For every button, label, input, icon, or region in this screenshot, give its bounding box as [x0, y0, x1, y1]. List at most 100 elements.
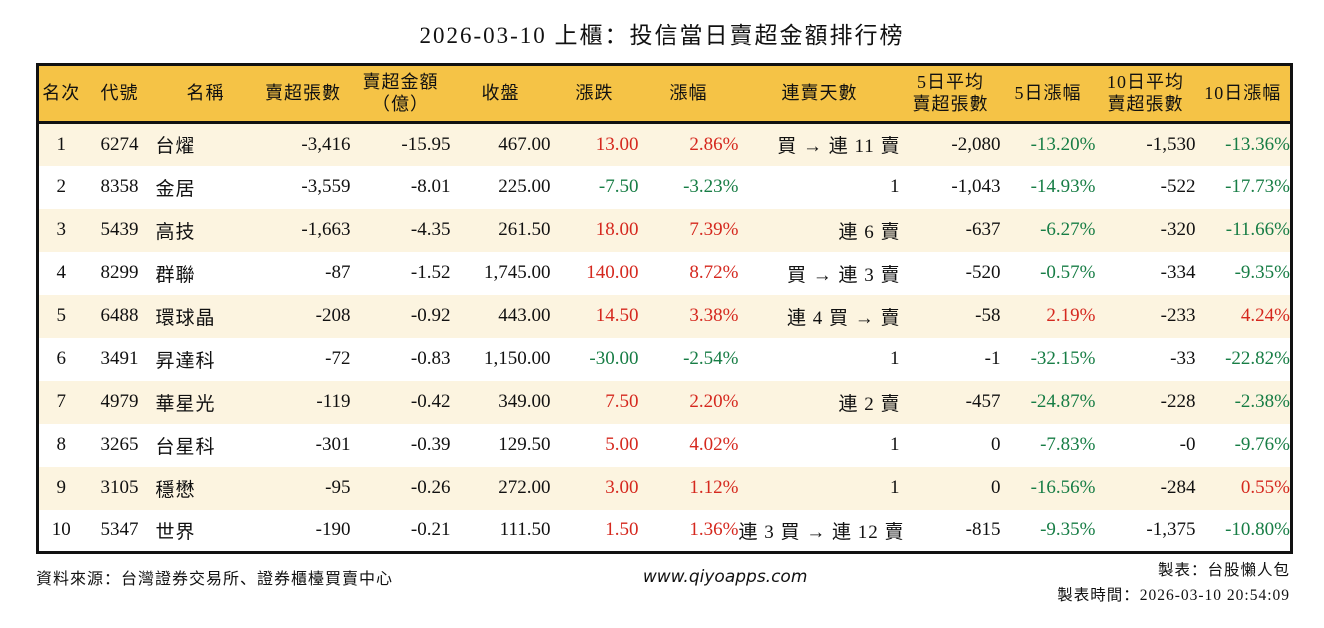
- generated-time-text: 製表時間：2026-03-10 20:54:09: [1057, 587, 1290, 604]
- cell-rank: 6: [56, 348, 67, 369]
- cell-pct10: -17.73%: [1225, 176, 1290, 197]
- cell-code: 5439: [100, 219, 139, 240]
- cell-code: 3265: [100, 434, 139, 455]
- table-row: 2 8358 金居 -3,559 -8.01 225.00 -7.50 -3.23% 1 -1,0…: [37, 165, 1292, 209]
- cell-avg5-shares: -815: [965, 519, 1001, 541]
- cell-avg10-shares: -522: [1160, 176, 1196, 197]
- column-header-net-sell-shares: 賣超張數: [255, 64, 351, 124]
- cell-code: 6488: [100, 305, 139, 326]
- cell-close: 225.00: [498, 176, 551, 197]
- cell-close: 129.50: [498, 434, 551, 455]
- table-row: 10 5347 世界 -190 -0.21 111.50 1.50 1.36% 連 3 買 → …: [37, 509, 1292, 553]
- cell-name: 台燿: [155, 136, 196, 158]
- cell-avg10-shares: -0: [1179, 434, 1196, 455]
- cell-rank: 5: [56, 305, 67, 326]
- cell-pct10: -11.66%: [1225, 219, 1290, 240]
- cell-net-sell-amount: -15.95: [401, 133, 451, 155]
- cell-rank: 10: [51, 519, 71, 541]
- cell-pct10: -9.76%: [1234, 434, 1290, 455]
- cell-change: 7.50: [605, 391, 639, 412]
- cell-net-sell-shares: -301: [315, 434, 351, 455]
- cell-avg5-shares: -637: [965, 219, 1001, 240]
- column-header-net-sell-amount: 賣超金額 （億）: [350, 64, 451, 124]
- cell-close: 467.00: [498, 133, 551, 155]
- cell-pct5: -7.83%: [1040, 434, 1096, 455]
- cell-change-pct: 4.02%: [689, 434, 739, 455]
- cell-pct5: -9.35%: [1040, 519, 1096, 541]
- cell-avg10-shares: -233: [1160, 305, 1196, 326]
- cell-close: 261.50: [498, 219, 551, 240]
- cell-avg5-shares: 0: [991, 477, 1001, 498]
- cell-net-sell-shares: -1,663: [301, 219, 351, 240]
- cell-change: 13.00: [595, 133, 639, 155]
- cell-net-sell-amount: -0.83: [410, 348, 451, 369]
- cell-streak: 連 6 賣: [838, 221, 901, 243]
- ranking-table-body: 1 6274 台燿 -3,416 -15.95 467.00 13.00 2.86% 買 → 連…: [37, 122, 1292, 553]
- cell-rank: 8: [56, 434, 67, 455]
- footer: 資料來源：台灣證券交易所、證券櫃檯買賣中心 www.qiyoapps.com 製…: [36, 558, 1290, 608]
- cell-net-sell-amount: -0.21: [410, 519, 451, 541]
- cell-net-sell-amount: -0.42: [410, 391, 451, 412]
- cell-net-sell-shares: -119: [316, 391, 351, 412]
- cell-pct10: -22.82%: [1225, 348, 1290, 369]
- cell-name: 高技: [155, 221, 196, 243]
- cell-avg5-shares: -1,043: [951, 176, 1001, 197]
- page-title: 2026-03-10 上櫃：投信當日賣超金額排行榜: [419, 23, 905, 48]
- cell-change-pct: 1.36%: [689, 519, 739, 541]
- ranking-table: 名次 代號 名稱 賣超張數 賣超金額 （億） 收盤 漲跌 漲幅 連賣天數 5日平均 賣超張數 5日漲幅 1…: [36, 63, 1293, 554]
- cell-pct5: 2.19%: [1046, 305, 1096, 326]
- column-header-code: 代號: [83, 64, 156, 124]
- column-header-pct5: 5日漲幅: [1000, 64, 1096, 124]
- cell-code: 8358: [100, 176, 139, 197]
- cell-pct10: -13.36%: [1225, 133, 1290, 155]
- cell-code: 5347: [100, 519, 139, 541]
- cell-net-sell-shares: -3,416: [301, 133, 351, 155]
- cell-change: 5.00: [605, 434, 639, 455]
- cell-change-pct: 7.39%: [689, 219, 739, 240]
- cell-code: 3491: [100, 348, 139, 369]
- cell-pct10: 4.24%: [1240, 305, 1290, 326]
- cell-net-sell-shares: -3,559: [301, 176, 351, 197]
- cell-avg10-shares: -228: [1160, 391, 1196, 412]
- cell-avg5-shares: -1: [984, 348, 1001, 369]
- cell-name: 台星科: [155, 436, 216, 458]
- credits-block: 製表：台股懶人包 製表時間：2026-03-10 20:54:09: [1057, 558, 1290, 608]
- column-header-streak: 連賣天數: [738, 64, 901, 124]
- cell-change: 140.00: [586, 262, 639, 283]
- data-source-text: 資料來源：台灣證券交易所、證券櫃檯買賣中心: [36, 571, 394, 588]
- cell-pct10: 0.55%: [1240, 477, 1290, 498]
- cell-change-pct: 2.86%: [689, 133, 739, 155]
- cell-pct10: -9.35%: [1234, 262, 1290, 283]
- cell-net-sell-shares: -95: [325, 477, 351, 498]
- table-row: 3 5439 高技 -1,663 -4.35 261.50 18.00 7.39% 連 6 賣 -…: [37, 208, 1292, 252]
- cell-change-pct: 1.12%: [689, 477, 739, 498]
- cell-streak: 1: [890, 348, 901, 369]
- table-row: 9 3105 穩懋 -95 -0.26 272.00 3.00 1.12% 1 0 -16.56% -…: [37, 466, 1292, 510]
- cell-pct5: -6.27%: [1040, 219, 1096, 240]
- cell-close: 1,150.00: [484, 348, 551, 369]
- table-row: 5 6488 環球晶 -208 -0.92 443.00 14.50 3.38% 連 4 買 →…: [37, 294, 1292, 338]
- cell-rank: 9: [56, 477, 67, 498]
- table-row: 4 8299 群聯 -87 -1.52 1,745.00 140.00 8.72% 買 → 連 …: [37, 251, 1292, 295]
- cell-close: 1,745.00: [484, 262, 551, 283]
- column-header-pct10: 10日漲幅: [1195, 64, 1292, 124]
- cell-pct5: -14.93%: [1030, 176, 1096, 197]
- column-header-avg5-shares: 5日平均 賣超張數: [900, 64, 1001, 124]
- cell-change: 3.00: [605, 477, 639, 498]
- cell-close: 443.00: [498, 305, 551, 326]
- cell-close: 272.00: [498, 477, 551, 498]
- cell-code: 4979: [100, 391, 139, 412]
- cell-pct5: -16.56%: [1030, 477, 1096, 498]
- cell-change-pct: -3.23%: [683, 176, 739, 197]
- table-row: 6 3491 昇達科 -72 -0.83 1,150.00 -30.00 -2.54% 1 -1 -…: [37, 337, 1292, 381]
- column-header-name: 名稱: [155, 64, 256, 124]
- cell-name: 金居: [155, 178, 196, 200]
- cell-rank: 1: [56, 133, 67, 155]
- cell-net-sell-amount: -0.39: [410, 434, 451, 455]
- table-row: 1 6274 台燿 -3,416 -15.95 467.00 13.00 2.86% 買 → 連…: [37, 122, 1292, 166]
- cell-change: -30.00: [589, 348, 639, 369]
- cell-code: 3105: [100, 477, 139, 498]
- cell-name: 環球晶: [155, 307, 216, 329]
- cell-streak: 1: [890, 434, 901, 455]
- cell-streak: 1: [890, 477, 901, 498]
